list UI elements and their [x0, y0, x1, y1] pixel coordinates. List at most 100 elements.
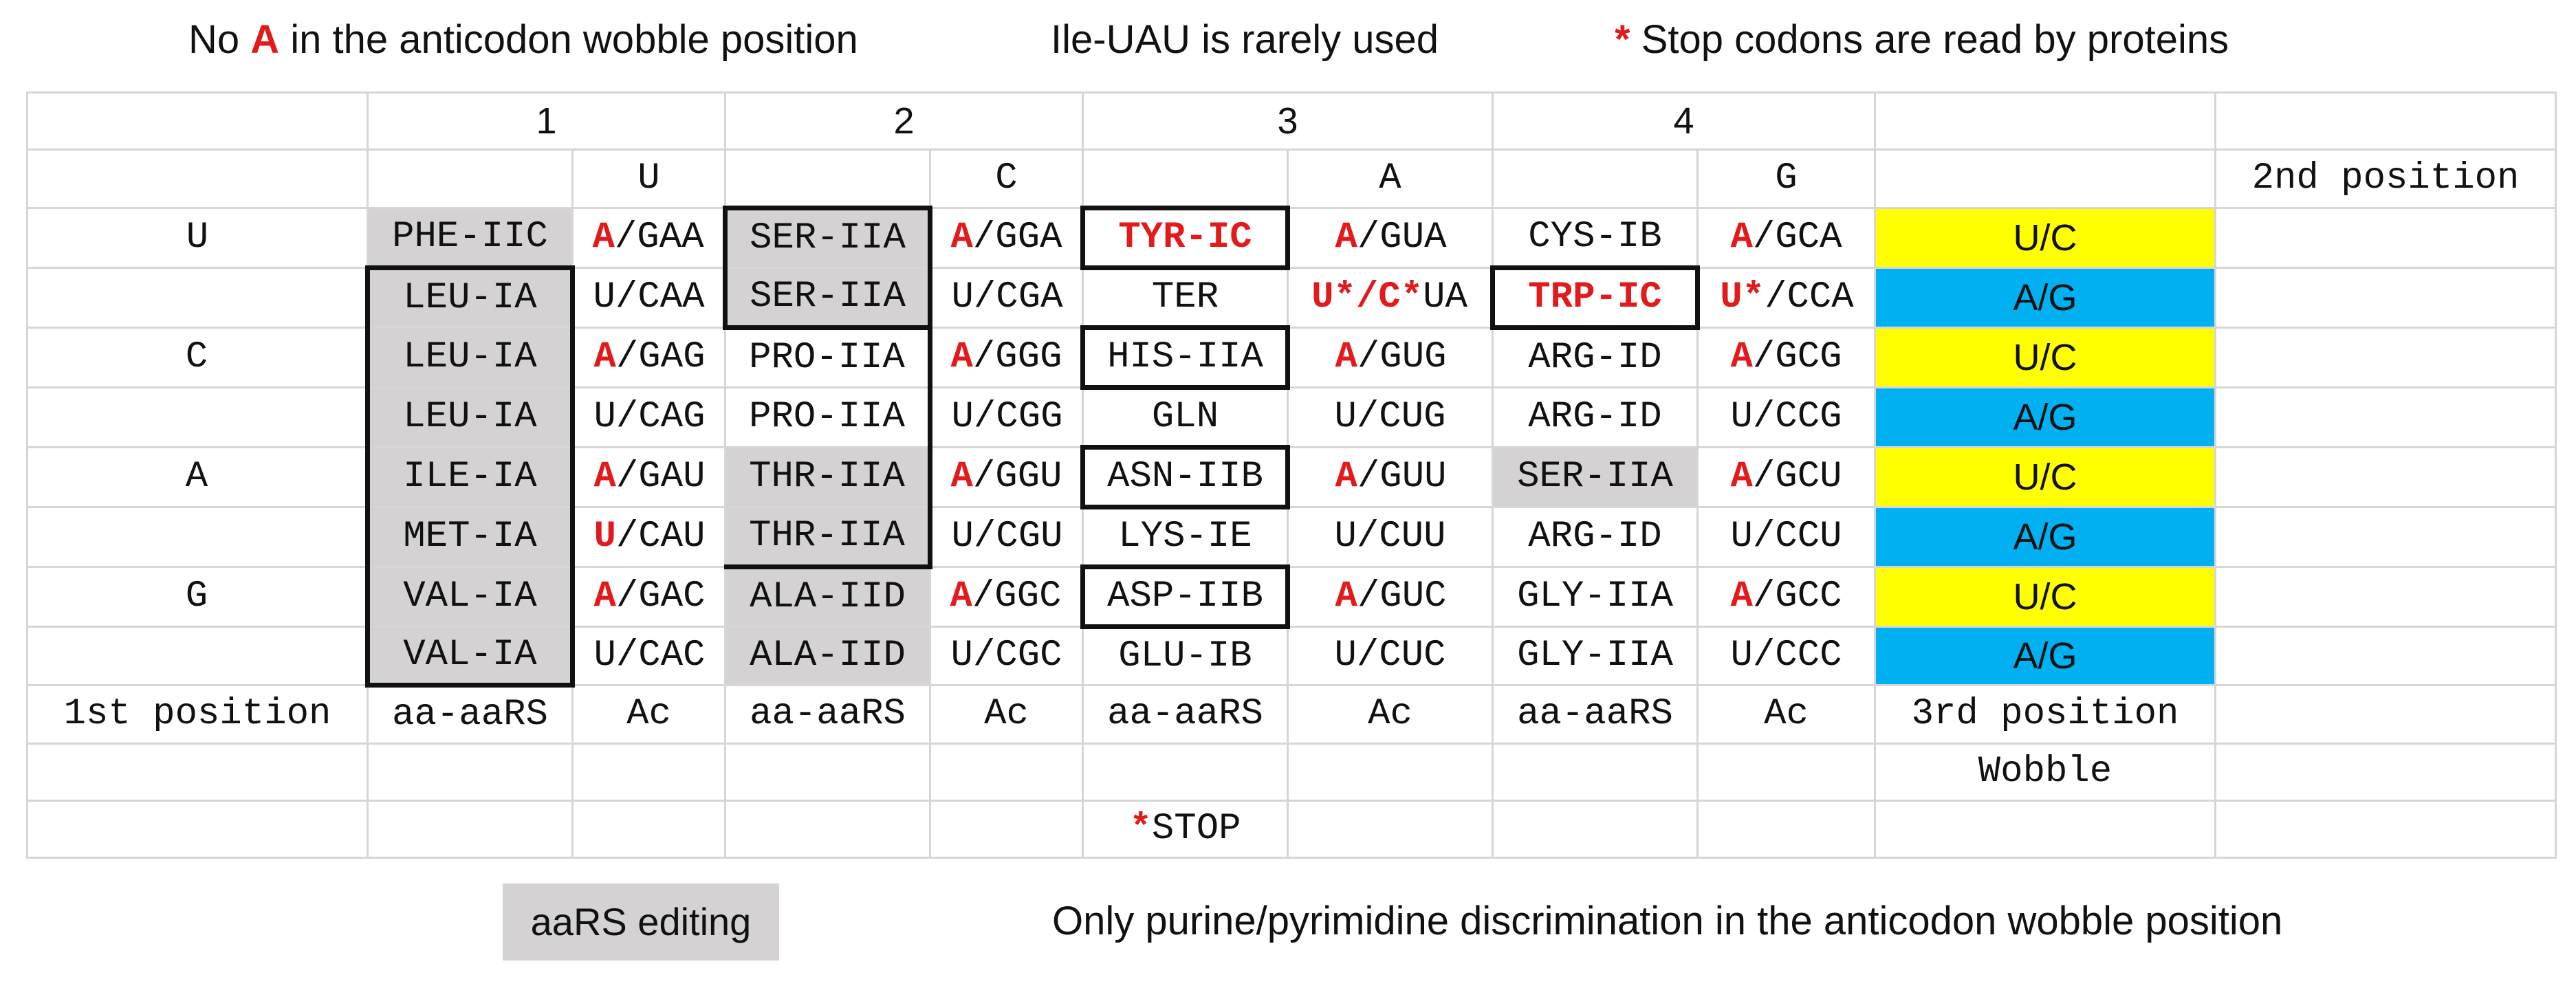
first-base: U: [26, 207, 369, 269]
anticodon-cell: U/CGU: [929, 506, 1084, 568]
column-label: Ac: [1287, 684, 1494, 745]
wobble-label-row: Wobble: [26, 743, 2557, 802]
amino-acid-cell: ASP-IIB: [1080, 564, 1290, 629]
anticodon-red-part: A: [1730, 336, 1753, 378]
anticodon-rest: /GUA: [1357, 217, 1447, 259]
first-base: A: [26, 446, 369, 508]
wobble-pair-cell: U/C: [1874, 327, 2216, 388]
anticodon-rest: U/CUC: [1334, 635, 1446, 677]
anticodon-cell: A/GCC: [1696, 566, 1876, 628]
legend-discrimination-note: Only purine/pyrimidine discrimination in…: [1052, 899, 2283, 943]
anticodon-cell: U/CUG: [1287, 386, 1494, 448]
amino-acid-cell: THR-IIA: [724, 446, 932, 508]
anticodon-red-part: A: [950, 575, 972, 617]
anticodon-cell: U/CUU: [1287, 506, 1494, 568]
anticodon-cell: U/CAG: [571, 386, 726, 448]
amino-acid-cell: PRO-IIA: [724, 327, 932, 388]
anticodon-cell: A/GUU: [1287, 446, 1494, 508]
codon-row: C LEU-IA A/GAG PRO-IIA A/GGG HIS-IIA A/GUG ARG-…: [26, 325, 2557, 390]
amino-acid-cell: TYR-IC: [1080, 206, 1290, 270]
group-number: 1: [367, 91, 726, 151]
anticodon-red-part: A: [593, 456, 616, 498]
anticodon-red-part: A: [592, 217, 615, 259]
anticodon-rest: U/CAA: [593, 276, 705, 318]
empty-cell: [724, 800, 931, 859]
second-base: C: [929, 149, 1084, 209]
stop-text: STOP: [1151, 808, 1241, 850]
anticodon-cell: U/CAA: [571, 267, 726, 329]
anticodon-cell: A/GAC: [571, 566, 726, 628]
anticodon-rest: /GCU: [1752, 456, 1842, 498]
anticodon-red-part: A: [1730, 456, 1753, 498]
amino-acid-cell: ARG-ID: [1492, 327, 1699, 388]
amino-acid-cell: LEU-IA: [365, 265, 575, 329]
anticodon-cell: A/GAA: [571, 207, 726, 269]
amino-acid-cell: GLU-IB: [1082, 626, 1289, 686]
empty-cell: [1287, 800, 1494, 859]
empty-cell: [2214, 91, 2557, 151]
anticodon-rest: /GGG: [972, 336, 1062, 378]
amino-acid-cell: PRO-IIA: [724, 386, 932, 448]
anticodon-rest: U/CGU: [951, 516, 1063, 558]
empty-cell: [1287, 743, 1494, 802]
anticodon-cell: U/CUC: [1287, 626, 1494, 686]
empty-cell: [2214, 800, 2557, 859]
wobble-pair-cell: U/C: [1874, 566, 2216, 628]
anticodon-red-part: U*/C*: [1311, 276, 1423, 318]
anticodon-rest: /GUG: [1357, 336, 1447, 378]
empty-cell: [26, 506, 369, 568]
empty-cell: [1874, 149, 2216, 209]
empty-cell: [1492, 800, 1699, 859]
legend-aars-editing: aaRS editing: [503, 883, 779, 960]
first-base: G: [26, 566, 369, 628]
empty-cell: [929, 743, 1084, 802]
empty-cell: [929, 800, 1084, 859]
note-stop-star: *: [1615, 17, 1630, 62]
anticodon-rest: /GAU: [615, 456, 706, 498]
anticodon-red-part: A: [1335, 336, 1357, 378]
anticodon-cell: U/CCU: [1696, 506, 1876, 568]
note-wobble-letter: A: [250, 17, 280, 62]
empty-cell: [26, 91, 369, 151]
anticodon-rest: /GAG: [615, 336, 706, 378]
empty-cell: [26, 267, 369, 329]
column-label: aa-aaRS: [1082, 684, 1289, 745]
anticodon-rest: U/CGA: [951, 276, 1063, 318]
amino-acid-cell: CYS-IB: [1492, 207, 1699, 269]
anticodon-cell: A/GCA: [1696, 207, 1876, 269]
empty-cell: [2214, 506, 2557, 568]
anticodon-cell: U*/C*UA: [1287, 267, 1494, 329]
amino-acid-cell: TER: [1082, 267, 1289, 329]
codon-body: U PHE-IIC A/GAA SER-IIA A/GGA TYR-IC A/GUA CYS-…: [26, 206, 2557, 688]
group-number: 4: [1492, 91, 1876, 151]
codon-row: U PHE-IIC A/GAA SER-IIA A/GGA TYR-IC A/GUA CYS-…: [26, 206, 2557, 270]
second-position-label: 2nd position: [2214, 149, 2557, 209]
anticodon-rest: /GUC: [1357, 575, 1447, 617]
anticodon-rest: U/CAC: [593, 635, 706, 677]
empty-cell: [2214, 566, 2557, 628]
amino-acid-cell: LEU-IA: [365, 327, 575, 388]
empty-cell: [367, 149, 574, 209]
amino-acid-cell: SER-IIA: [723, 206, 932, 269]
anticodon-red-part: A: [593, 575, 616, 617]
anticodon-cell: U/CGC: [929, 626, 1084, 686]
anticodon-red-part: A: [1730, 217, 1753, 259]
anticodon-red-part: A: [1335, 456, 1357, 498]
empty-cell: [2214, 386, 2557, 448]
anticodon-cell: A/GCU: [1696, 446, 1876, 508]
anticodon-red-part: A: [950, 456, 973, 498]
anticodon-rest: U/CGG: [951, 396, 1063, 438]
wobble-label: Wobble: [1874, 743, 2216, 802]
amino-acid-cell: VAL-IA: [365, 566, 575, 628]
anticodon-rest: /GCA: [1752, 217, 1842, 259]
anticodon-red-part: A: [1335, 217, 1357, 259]
empty-cell: [1492, 743, 1699, 802]
empty-cell: [2214, 327, 2557, 388]
anticodon-cell: U/CCC: [1696, 626, 1876, 686]
empty-cell: [367, 800, 574, 859]
empty-cell: [571, 743, 726, 802]
second-base: U: [571, 149, 726, 209]
wobble-pair-cell: U/C: [1874, 207, 2216, 269]
anticodon-rest: U/CUU: [1334, 516, 1446, 558]
anticodon-rest: U/CAG: [593, 396, 706, 438]
